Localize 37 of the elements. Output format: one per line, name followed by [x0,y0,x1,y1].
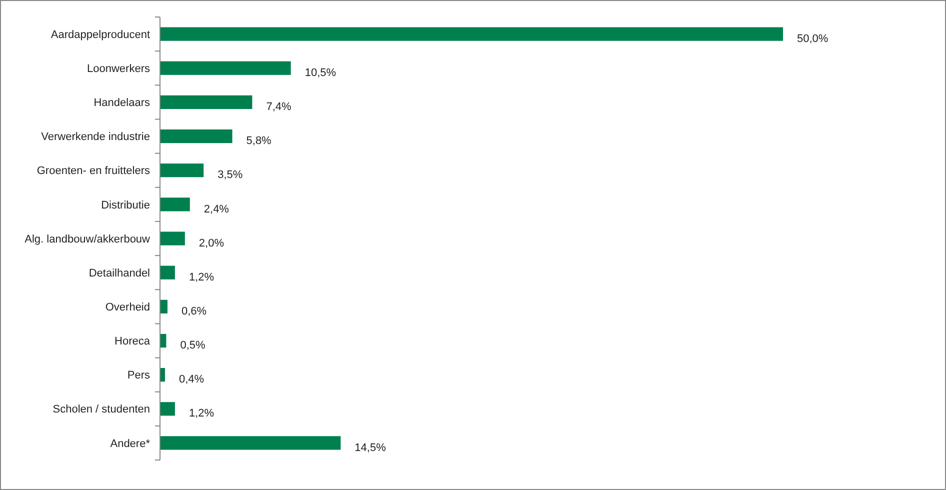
data-label: 0,5% [180,340,206,352]
bar [160,95,252,110]
y-tick-label: Groenten- en fruittelers [36,165,150,178]
y-tick-label: Horeca [114,336,151,348]
bar [160,129,232,144]
data-label: 2,0% [198,237,224,250]
data-label: 1,2% [188,408,214,420]
data-label: 50,0% [797,32,828,45]
data-label: 3,5% [218,169,243,182]
data-label: 10,5% [304,66,336,79]
y-tick-label: Aardappelproducent [50,28,150,41]
y-tick-label: Verwerkende industrie [41,131,150,144]
bar [160,436,341,450]
y-tick-label: Handelaars [94,97,150,110]
data-label: 0,4% [178,374,204,386]
bar [160,300,168,314]
data-label: 2,4% [204,203,230,216]
y-tick-label: Andere* [110,438,151,450]
y-tick-label: Scholen / studenten [52,404,150,416]
data-label: 1,2% [188,271,214,284]
y-tick-label: Overheid [105,302,150,314]
bar [160,402,175,416]
bar [160,61,291,75]
data-label: 0,6% [181,306,207,318]
bar [160,266,175,280]
y-tick-label: Distributie [101,199,150,212]
y-tick-label: Pers [127,370,150,382]
y-tick-label: Alg. landbouw/akkerbouw [24,233,150,246]
bar [160,198,190,212]
bar [160,164,204,178]
y-tick-label: Detailhandel [88,267,150,280]
data-label: 5,8% [246,135,272,148]
bar [160,232,185,246]
bar [160,27,783,41]
data-label: 14,5% [354,442,386,454]
y-tick-label: Loonwerkers [87,62,150,75]
data-label: 7,4% [266,101,292,114]
